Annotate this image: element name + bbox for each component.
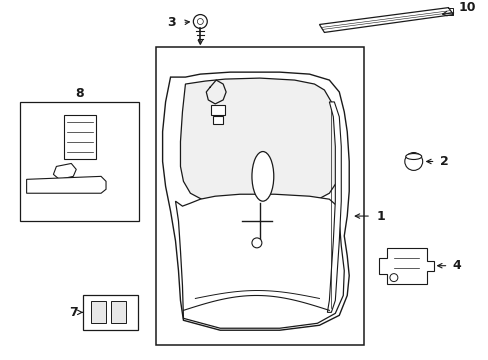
Circle shape — [197, 18, 203, 24]
Text: 6: 6 — [244, 85, 252, 99]
Polygon shape — [180, 78, 339, 208]
Polygon shape — [53, 163, 76, 179]
Polygon shape — [175, 194, 344, 328]
Bar — [155, 47, 364, 345]
Polygon shape — [319, 8, 452, 32]
Circle shape — [251, 238, 262, 248]
Bar — [64, 115, 96, 159]
Bar — [111, 301, 125, 323]
Circle shape — [389, 274, 397, 282]
Bar — [213, 116, 223, 124]
Bar — [20, 102, 139, 221]
Bar — [91, 301, 106, 323]
Circle shape — [193, 14, 207, 28]
Bar — [211, 105, 224, 115]
Text: 7: 7 — [69, 306, 78, 319]
Ellipse shape — [405, 153, 421, 159]
Text: 5: 5 — [90, 188, 99, 201]
Circle shape — [404, 153, 422, 170]
Text: 10: 10 — [457, 1, 475, 14]
Polygon shape — [378, 248, 433, 284]
Text: 2: 2 — [439, 155, 447, 168]
Polygon shape — [326, 102, 341, 312]
Text: 9: 9 — [43, 148, 51, 161]
Text: 3: 3 — [166, 16, 175, 29]
Text: 1: 1 — [376, 210, 385, 222]
Polygon shape — [106, 171, 122, 221]
Polygon shape — [163, 72, 348, 330]
Polygon shape — [26, 176, 106, 193]
Text: 4: 4 — [451, 259, 460, 272]
Ellipse shape — [251, 152, 273, 201]
Bar — [83, 296, 138, 330]
Text: 8: 8 — [75, 87, 83, 100]
